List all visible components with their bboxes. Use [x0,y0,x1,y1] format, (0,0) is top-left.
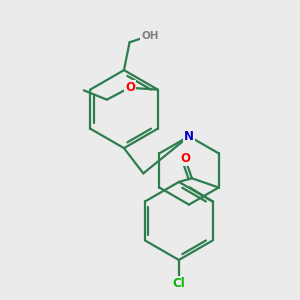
Text: Cl: Cl [172,277,185,290]
Text: O: O [125,81,135,94]
Text: O: O [180,152,190,165]
Text: OH: OH [141,31,159,40]
Text: N: N [184,130,194,143]
